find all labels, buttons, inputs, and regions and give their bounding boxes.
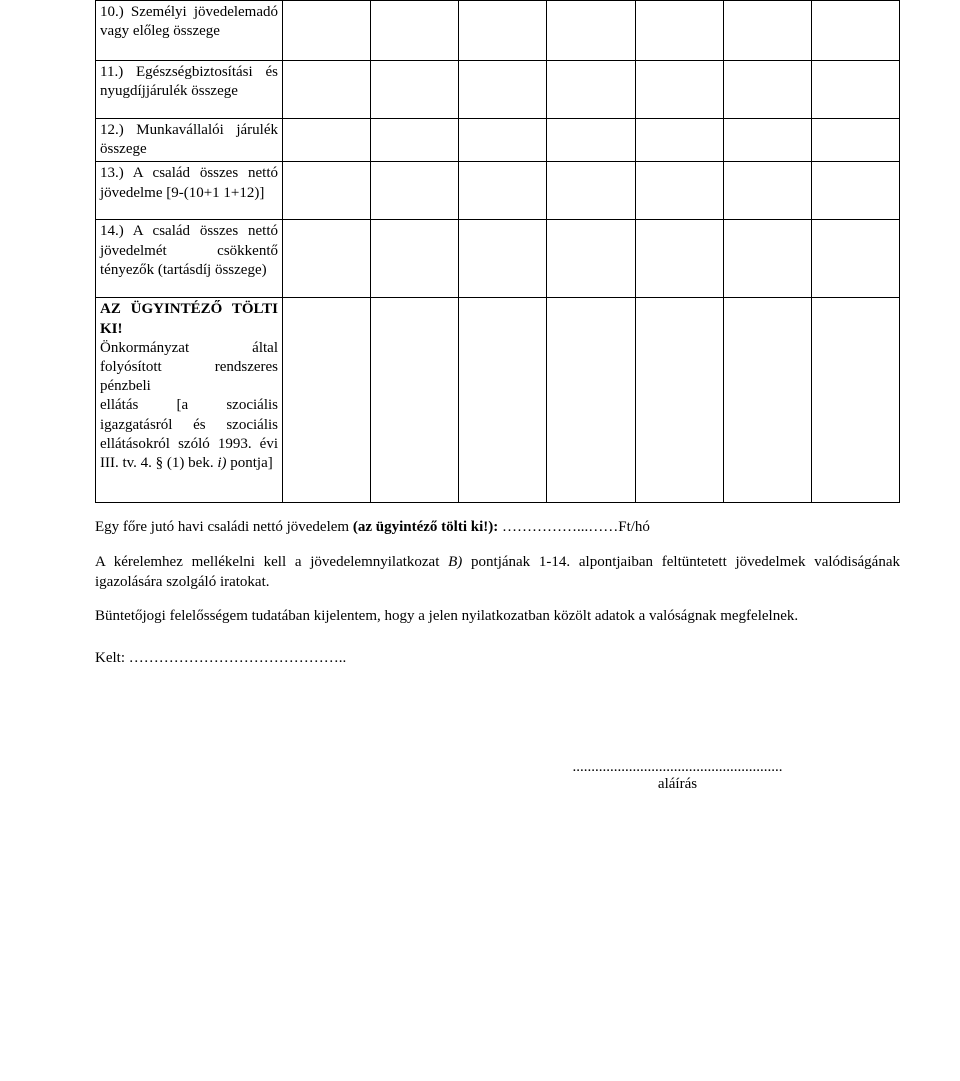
data-cell xyxy=(635,162,723,220)
signature-block: ........................................… xyxy=(95,759,900,793)
data-cell xyxy=(459,298,547,503)
data-cell xyxy=(283,298,371,503)
page-container: 10.) Személyi jövedelemadó vagy előleg ö… xyxy=(0,0,960,833)
row-label-part: 12.) Munkavállalói járulék összege xyxy=(100,122,278,157)
per-capita-income-line: Egy főre jutó havi családi nettó jövedel… xyxy=(95,517,900,537)
data-cell xyxy=(811,298,899,503)
data-cell xyxy=(283,162,371,220)
per-capita-dots: ……………...……Ft/hó xyxy=(498,519,650,535)
data-cell xyxy=(811,1,899,61)
data-cell xyxy=(459,61,547,119)
attach-emph: B) xyxy=(448,554,462,570)
data-cell xyxy=(371,119,459,162)
row-label-part: Önkormányzat által folyósított rendszere… xyxy=(100,340,278,471)
data-cell xyxy=(635,61,723,119)
data-cell xyxy=(371,61,459,119)
row-label-part: 11.) Egészségbiztosítási és nyugdíjjárul… xyxy=(100,64,278,99)
attach-text-1: A kérelemhez mellékelni kell a jövedelem… xyxy=(95,554,448,570)
attachment-note: A kérelemhez mellékelni kell a jövedelem… xyxy=(95,552,900,593)
criminal-liability-note: Büntetőjogi felelősségem tudatában kijel… xyxy=(95,606,900,626)
row-label: 10.) Személyi jövedelemadó vagy előleg ö… xyxy=(96,1,283,61)
signature-label: aláírás xyxy=(455,776,900,793)
data-cell xyxy=(723,1,811,61)
data-cell xyxy=(371,162,459,220)
data-cell xyxy=(811,162,899,220)
per-capita-bold: (az ügyintéző tölti ki!): xyxy=(353,519,498,535)
data-cell xyxy=(811,119,899,162)
data-cell xyxy=(811,61,899,119)
row-label: 14.) A család összes nettó jövedelmét cs… xyxy=(96,220,283,298)
data-cell xyxy=(371,220,459,298)
data-cell xyxy=(283,220,371,298)
data-cell xyxy=(723,119,811,162)
data-cell xyxy=(635,1,723,61)
row-label: 12.) Munkavállalói járulék összege xyxy=(96,119,283,162)
data-cell xyxy=(635,119,723,162)
table-row: AZ ÜGYINTÉZŐ TÖLTI KI! Önkormányzat által… xyxy=(96,298,900,503)
data-cell xyxy=(459,1,547,61)
data-cell xyxy=(547,119,635,162)
row-label-part: AZ ÜGYINTÉZŐ TÖLTI KI! xyxy=(100,301,278,336)
row-label-part: i) xyxy=(217,455,226,471)
data-cell xyxy=(811,220,899,298)
row-label-part: pontja] xyxy=(227,455,273,471)
data-cell xyxy=(723,162,811,220)
table-row: 11.) Egészségbiztosítási és nyugdíjjárul… xyxy=(96,61,900,119)
row-label: 11.) Egészségbiztosítási és nyugdíjjárul… xyxy=(96,61,283,119)
date-line: Kelt: …………………………………….. xyxy=(95,648,900,668)
data-cell xyxy=(283,119,371,162)
row-label-part: 10.) xyxy=(100,4,124,20)
data-cell xyxy=(547,298,635,503)
data-cell xyxy=(635,298,723,503)
data-cell xyxy=(459,162,547,220)
table-row: 13.) A család összes nettó jövedelme [9-… xyxy=(96,162,900,220)
data-cell xyxy=(547,162,635,220)
data-cell xyxy=(547,1,635,61)
row-label-part: Személyi jövedelemadó vagy előleg összeg… xyxy=(100,4,278,39)
table-row: 10.) Személyi jövedelemadó vagy előleg ö… xyxy=(96,1,900,61)
income-table: 10.) Személyi jövedelemadó vagy előleg ö… xyxy=(95,0,900,503)
data-cell xyxy=(635,220,723,298)
data-cell xyxy=(283,61,371,119)
row-label-part: 14.) A család összes nettó jövedelmét cs… xyxy=(100,223,278,277)
data-cell xyxy=(459,119,547,162)
data-cell xyxy=(371,298,459,503)
data-cell xyxy=(723,298,811,503)
table-row: 12.) Munkavállalói járulék összege xyxy=(96,119,900,162)
table-row: 14.) A család összes nettó jövedelmét cs… xyxy=(96,220,900,298)
data-cell xyxy=(547,61,635,119)
row-label: AZ ÜGYINTÉZŐ TÖLTI KI! Önkormányzat által… xyxy=(96,298,283,503)
data-cell xyxy=(459,220,547,298)
data-cell xyxy=(547,220,635,298)
data-cell xyxy=(371,1,459,61)
per-capita-pretext: Egy főre jutó havi családi nettó jövedel… xyxy=(95,519,353,535)
data-cell xyxy=(723,61,811,119)
row-label-part: [9-(10+1 1+12)] xyxy=(166,185,264,201)
data-cell xyxy=(283,1,371,61)
data-cell xyxy=(723,220,811,298)
row-label: 13.) A család összes nettó jövedelme [9-… xyxy=(96,162,283,220)
signature-line: ........................................… xyxy=(455,759,900,776)
